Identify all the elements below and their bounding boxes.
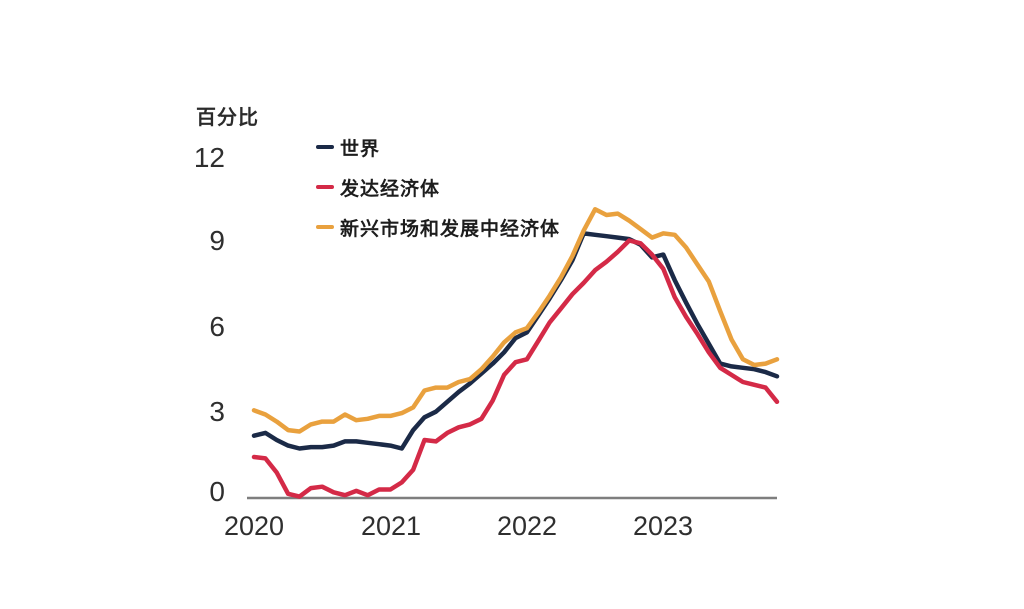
y-tick-9: 9	[209, 225, 225, 256]
y-tick-6: 6	[209, 311, 225, 342]
series-line-2	[251, 207, 780, 434]
x-tick-2022: 2022	[496, 511, 558, 541]
x-tick-2021: 2021	[360, 511, 422, 541]
x-tick-2023: 2023	[632, 511, 694, 541]
y-axis-unit-label: 百分比	[196, 107, 259, 129]
world-line-swatch-icon	[316, 145, 334, 149]
advanced-economies-line-swatch-icon	[316, 185, 334, 189]
y-tick-12: 12	[193, 142, 225, 173]
series-line-0	[251, 231, 780, 451]
y-tick-3: 3	[209, 396, 225, 427]
series-line-1	[251, 238, 780, 499]
legend-item-advanced-economies: 发达经济体	[316, 175, 560, 200]
x-tick-2020: 2020	[223, 511, 285, 541]
emde-line-swatch-icon	[316, 225, 334, 229]
y-tick-0: 0	[209, 476, 225, 507]
legend-label-world: 世界	[340, 138, 381, 160]
legend-item-world: 世界	[316, 135, 560, 160]
legend: 世界 发达经济体 新兴市场和发展中经济体	[316, 135, 560, 255]
legend-label-advanced-economies: 发达经济体	[340, 178, 441, 200]
legend-item-emde: 新兴市场和发展中经济体	[316, 215, 561, 240]
legend-label-emde: 新兴市场和发展中经济体	[340, 218, 561, 240]
